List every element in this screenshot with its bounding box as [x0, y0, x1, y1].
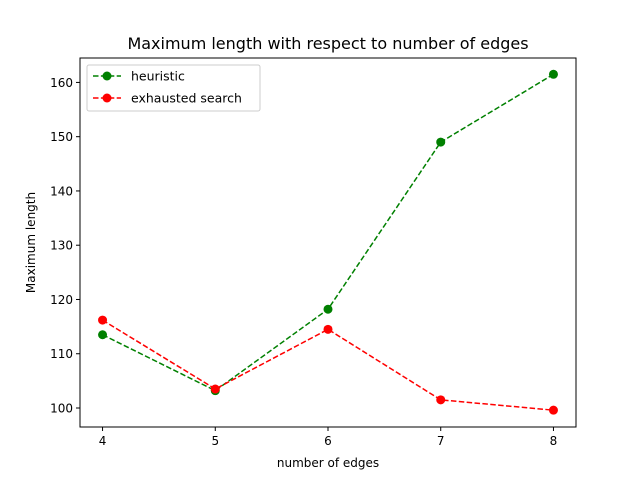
x-tick-label: 7 — [437, 434, 445, 448]
data-point — [323, 304, 333, 314]
y-tick-label: 100 — [50, 402, 73, 416]
legend-label: heuristic — [131, 69, 185, 84]
series-line — [102, 319, 554, 411]
data-point — [548, 69, 558, 79]
x-tick-label: 8 — [550, 434, 558, 448]
y-tick-label: 160 — [50, 76, 73, 90]
data-point — [323, 324, 333, 334]
data-point — [210, 384, 220, 394]
series-layer — [98, 69, 558, 415]
data-point — [436, 395, 446, 405]
plot-frame — [79, 57, 577, 428]
y-tick-label: 140 — [50, 184, 73, 198]
y-tick-label: 150 — [50, 130, 73, 144]
legend-box — [86, 64, 261, 112]
y-tick-label: 130 — [50, 239, 73, 253]
x-tick-label: 5 — [211, 434, 219, 448]
data-point — [98, 330, 108, 340]
data-point — [436, 137, 446, 147]
x-axis-label: number of edges — [277, 456, 379, 470]
y-tick-label: 110 — [50, 347, 73, 361]
legend: heuristic exhausted search — [86, 64, 261, 112]
x-axis-ticks: 4 5 6 7 8 — [99, 427, 558, 448]
chart-title: Maximum length with respect to number of… — [127, 34, 528, 53]
y-axis-label: Maximum length — [24, 192, 38, 293]
y-tick-label: 120 — [50, 293, 73, 307]
y-axis-ticks: 100 110 120 130 140 150 160 — [50, 76, 80, 416]
data-point — [98, 315, 108, 325]
x-tick-label: 4 — [99, 434, 107, 448]
x-tick-label: 6 — [324, 434, 332, 448]
legend-swatch-marker — [102, 71, 112, 81]
legend-swatch-marker — [102, 93, 112, 103]
legend-label: exhausted search — [131, 91, 242, 106]
series-1 — [98, 315, 558, 415]
plot-area — [80, 58, 576, 427]
data-point — [548, 405, 558, 415]
